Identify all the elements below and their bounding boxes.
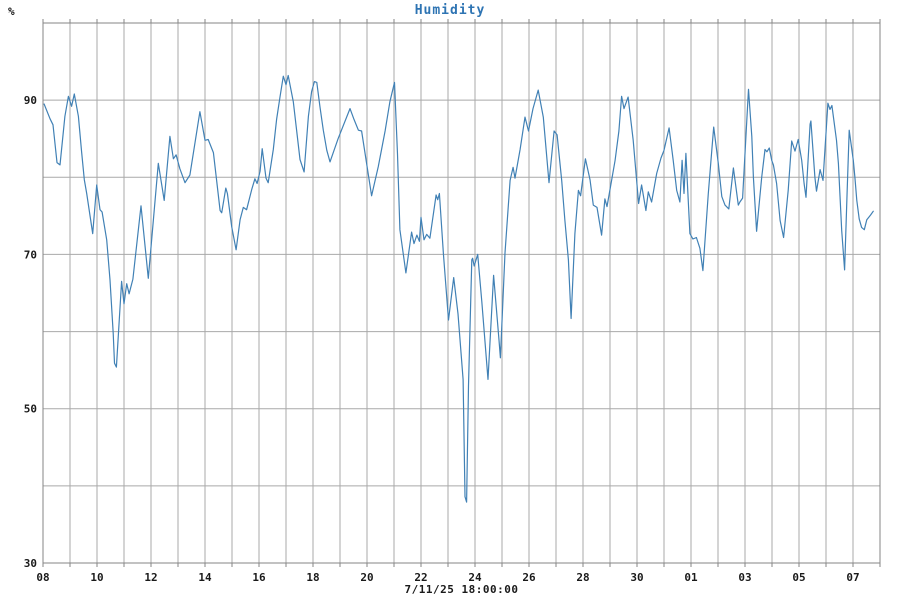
x-tick-label: 05: [792, 571, 805, 584]
last-sample-timestamp: 7/11/25 18:00:00: [404, 583, 519, 596]
y-gridlines: [43, 99, 880, 487]
x-tick-label: 12: [144, 571, 157, 584]
x-tick-label: 10: [90, 571, 103, 584]
x-tick-label: 26: [522, 571, 536, 584]
x-tick-label: 30: [630, 571, 643, 584]
y-tick-label: 50: [24, 403, 37, 416]
x-tick-label: 01: [684, 571, 698, 584]
y-axis-labels: 90 70 50 30: [24, 94, 37, 570]
axis-ticks: [42, 19, 881, 567]
x-tick-label: 22: [414, 571, 427, 584]
plot-border: [42, 22, 881, 564]
x-tick-label: 14: [198, 571, 212, 584]
x-tick-label: 18: [306, 571, 319, 584]
x-tick-label: 08: [36, 571, 49, 584]
x-axis-labels: 08 10 12 14 16 18 20 22 24 26 28 30 01 03 05 07: [36, 571, 859, 584]
x-tick-label: 20: [360, 571, 373, 584]
x-gridlines: [69, 23, 854, 563]
y-tick-label: 70: [24, 248, 37, 261]
x-tick-label: 24: [468, 571, 482, 584]
x-tick-label: 03: [738, 571, 751, 584]
chart-title: Humidity: [414, 3, 486, 18]
humidity-series-line: [43, 74, 874, 503]
x-tick-label: 07: [846, 571, 859, 584]
y-axis-unit-label: %: [8, 5, 15, 18]
x-tick-label: 28: [576, 571, 589, 584]
x-tick-label: 16: [252, 571, 266, 584]
y-tick-label: 30: [24, 557, 37, 570]
y-tick-label: 90: [24, 94, 37, 107]
